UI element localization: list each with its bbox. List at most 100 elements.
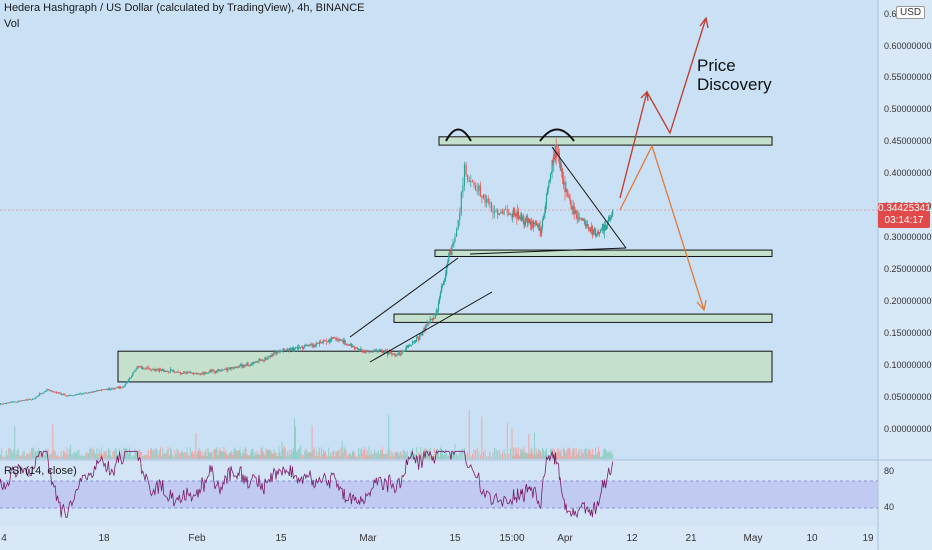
candle-body [37,395,40,397]
volume-bar [53,450,55,459]
volume-bar [339,455,341,459]
volume-bar [51,452,53,459]
candle-body [259,358,261,361]
volume-bar [84,454,86,459]
candle-body [337,339,339,340]
candle-body [404,349,406,351]
candle-body [593,228,596,231]
candle-body [513,208,515,215]
candle-body [364,352,366,353]
candle-body [76,394,78,395]
volume-bar [519,454,521,459]
volume-bar [453,454,455,459]
orange-arrowhead [696,299,707,312]
volume-bar [209,452,211,459]
candle-body [497,209,499,215]
volume-bar [347,454,349,459]
candle-body [321,342,324,344]
candle-body [455,229,458,237]
candle-body [226,368,228,371]
volume-bar [58,456,60,459]
candle-body [104,389,106,390]
candle-body [307,345,309,347]
candle-body [397,353,399,355]
candle-body [189,372,191,374]
volume-bar [473,449,475,459]
volume-bar [456,453,458,459]
volume-bar [353,450,354,459]
candle-body [368,351,370,353]
candle-body [340,339,342,341]
volume-bar [344,448,346,459]
candle-body [584,220,586,226]
volume-bar [260,448,262,459]
volume-bar [168,455,170,459]
volume-bar [382,447,383,459]
candle-body [291,347,293,351]
volume-bar [490,456,492,459]
volume-bar [195,433,197,459]
volume-bar [479,454,481,459]
volume-bar [523,447,525,459]
zones [117,136,773,383]
volume-bar [366,449,368,459]
candle-body [359,348,361,351]
volume-bar [80,454,82,459]
volume-bar [250,451,252,459]
candle-body [526,215,528,224]
volume-bar [218,450,220,459]
volume-bar [502,452,503,459]
candle-body [131,375,133,378]
time-tick-label: 18 [98,533,110,544]
candle-body [16,402,18,403]
volume-bar [326,455,328,459]
volume-bar [334,456,336,459]
volume-bar [497,451,499,459]
candle-body [608,217,610,222]
candle-body [225,368,227,370]
candle-body [304,344,306,347]
volume-bar [586,453,588,459]
candle-body [184,371,186,374]
candle-body [462,185,464,193]
volume-bar [465,454,467,459]
candle-body [214,371,216,373]
volume-bar [228,452,230,459]
candle-body [392,353,394,355]
volume-bar [541,455,543,459]
volume-bar [416,447,418,459]
candle-body [148,368,150,370]
candle-body [566,189,568,196]
candle-body [555,144,557,155]
volume-bar [369,454,371,459]
candle-body [611,215,613,218]
volume-bar [607,452,609,459]
candle-body [394,353,396,356]
volume-bar [153,450,155,459]
volume-bar [600,456,602,459]
volume-bar [64,451,66,459]
volume-bar [484,450,486,459]
candle-body [561,172,564,180]
volume-bar [557,448,559,459]
volume-bar [348,453,350,459]
volume-bar [111,456,113,459]
candle-body [374,350,376,352]
volume-bar [437,449,439,459]
volume-bar [176,448,178,459]
candle-body [220,370,222,372]
volume-bar [309,452,311,459]
currency-button[interactable]: USD [896,6,926,19]
candle-body [24,399,27,401]
candle-body [146,367,148,369]
candle-body [378,350,380,351]
candle-body [34,398,36,400]
candle-body [540,230,542,233]
candle-body [300,347,302,348]
volume-bar [24,456,26,459]
candle-body [316,342,318,344]
candle-body [473,182,475,186]
candle-body [427,323,429,325]
candle-body [160,369,163,371]
